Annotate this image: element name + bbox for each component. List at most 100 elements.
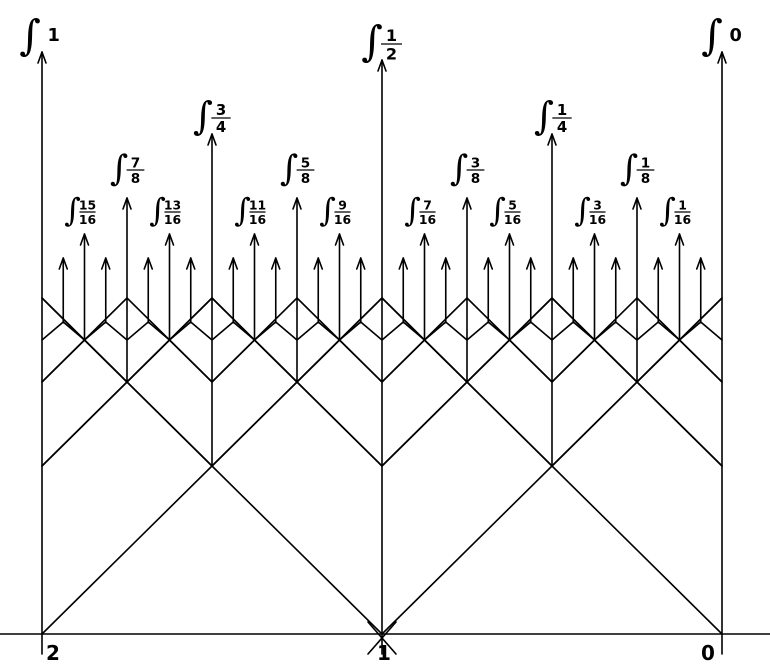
arrow-3-4	[207, 133, 217, 467]
denominator: 8	[301, 171, 310, 187]
arrow-sixteenth-7	[334, 233, 345, 341]
arrow-sixteenth-11	[504, 233, 515, 341]
line-network	[0, 297, 770, 655]
numerator: 7	[131, 155, 140, 171]
arrow-32nd-25	[568, 257, 579, 323]
numerator: 3	[216, 101, 226, 119]
arrow-32nd-15	[355, 257, 366, 323]
arrow-32nd-3	[100, 257, 111, 323]
arrow-32nd-1	[58, 257, 69, 323]
denominator: 16	[419, 212, 436, 227]
arrow-32nd-27	[610, 257, 621, 323]
denominator: 16	[674, 212, 691, 227]
numerator: 11	[249, 198, 266, 213]
numerator: 3	[471, 155, 480, 171]
integral-sign: ∫	[234, 191, 251, 229]
eighth-label-5-8: ∫ 58	[280, 148, 315, 189]
sixteenth-label-1-16: ∫ 116	[659, 191, 691, 229]
arrow-32nd-19	[440, 257, 451, 323]
arrow-sixteenth-3	[164, 233, 175, 341]
main-label-1: ∫ 1	[19, 11, 60, 60]
label-value: 1	[48, 26, 60, 46]
axis-left-arrow	[37, 51, 47, 655]
sixteenth-label-5-16: ∫ 516	[489, 191, 521, 229]
arrow-32nd-21	[483, 257, 494, 323]
arrow-1-4	[547, 133, 557, 467]
denominator: 16	[249, 212, 266, 227]
denominator: 8	[131, 171, 140, 187]
numerator: 3	[593, 198, 602, 213]
arrow-sixteenth-9	[419, 233, 430, 341]
sixteenth-label-3-16: ∫ 316	[574, 191, 606, 229]
arrow-sixteenth-15	[674, 233, 685, 341]
diag-a4	[551, 465, 723, 635]
arrow-sixteenth-5	[249, 233, 260, 341]
numerator: 5	[508, 198, 517, 213]
denominator: 2	[386, 44, 397, 63]
axis-right-arrow	[717, 51, 727, 655]
arrow-eighth-3	[292, 197, 302, 383]
numerator: 1	[678, 198, 687, 213]
integral-sign: ∫	[404, 191, 421, 229]
eighth-label-1-8: ∫ 18	[620, 148, 655, 189]
baseline-label-right: 0	[701, 641, 715, 664]
arrow-32nd-31	[695, 257, 706, 323]
arrow-sixteenth-13	[589, 233, 600, 341]
zig-b-right	[551, 381, 723, 467]
integral-sign: ∫	[19, 11, 41, 60]
numerator: 13	[164, 198, 181, 213]
arrow-eighth-1	[122, 197, 132, 383]
integral-sign: ∫	[489, 191, 506, 229]
arrow-32nd-7	[185, 257, 196, 323]
integral-sign: ∫	[280, 148, 298, 189]
integral-sign: ∫	[574, 191, 591, 229]
integral-sign: ∫	[149, 191, 166, 229]
integral-sign: ∫	[534, 94, 554, 139]
numerator: 1	[641, 155, 650, 171]
denominator: 16	[164, 212, 181, 227]
integral-sign: ∫	[193, 94, 213, 139]
diag-a2	[211, 465, 383, 635]
arrow-32nd-23	[525, 257, 536, 323]
eighth-label-3-8: ∫ 38	[450, 148, 485, 189]
arrow-eighth-7	[632, 197, 642, 383]
eighth-label-7-8: ∫ 78	[110, 148, 145, 189]
axis-middle-arrow	[377, 59, 387, 655]
arrow-32nd-17	[398, 257, 409, 323]
integral-sign: ∫	[659, 191, 676, 229]
numerator: 7	[423, 198, 432, 213]
denominator: 4	[216, 118, 226, 136]
baseline-label-middle: 1	[377, 641, 391, 664]
denominator: 16	[334, 212, 351, 227]
sixteenth-label-7-16: ∫ 716	[404, 191, 436, 229]
denominator: 4	[557, 118, 567, 136]
integral-sign: ∫	[361, 17, 383, 66]
arrow-layer	[37, 51, 727, 655]
arrow-32nd-5	[143, 257, 154, 323]
integral-sign: ∫	[319, 191, 336, 229]
integral-sign: ∫	[110, 148, 128, 189]
diag-a3	[381, 465, 553, 635]
label-value: 0	[730, 26, 742, 46]
arrow-32nd-13	[313, 257, 324, 323]
main-label-3-4: ∫ 34	[193, 94, 231, 139]
numerator: 15	[79, 198, 96, 213]
arrow-32nd-11	[270, 257, 281, 323]
arrow-32nd-9	[228, 257, 239, 323]
denominator: 8	[641, 171, 650, 187]
numerator: 1	[386, 26, 397, 45]
integral-sign: ∫	[701, 11, 723, 60]
main-label-0: ∫ 0	[701, 11, 742, 60]
zig-b-left	[41, 381, 213, 467]
integral-sign: ∫	[64, 191, 81, 229]
numerator: 1	[557, 101, 567, 119]
main-label-1-2: ∫ 12	[361, 17, 402, 66]
denominator: 16	[79, 212, 96, 227]
diag-a1	[41, 465, 213, 635]
arrow-32nd-29	[653, 257, 664, 323]
